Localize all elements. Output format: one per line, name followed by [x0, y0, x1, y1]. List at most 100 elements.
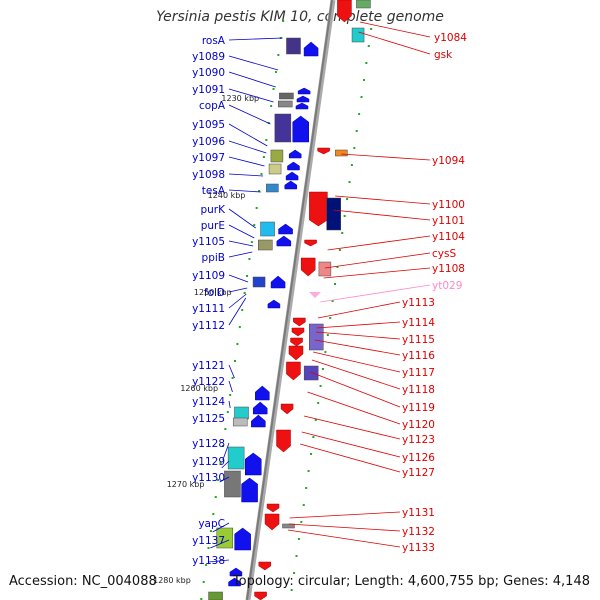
gene-label-rosA: rosA — [202, 35, 226, 47]
gene-block — [216, 527, 234, 549]
gene-label-y1131: y1131 — [402, 507, 435, 519]
scale-tick — [253, 224, 256, 226]
leader-line — [222, 442, 230, 461]
reverse-gene-arrow — [290, 337, 303, 347]
forward-gene-arrow — [229, 567, 243, 577]
forward-gene-arrow — [284, 180, 298, 190]
reverse-gene-arrow — [286, 361, 301, 381]
gene-block — [234, 406, 249, 420]
gene-label-y1127: y1127 — [402, 467, 435, 479]
reverse-gene-arrow — [300, 257, 316, 277]
scale-tick — [370, 28, 373, 30]
scale-tick — [270, 105, 273, 107]
gene-label-y1090: y1090 — [192, 67, 225, 79]
scale-tick — [302, 504, 305, 506]
forward-gene-arrow — [267, 299, 281, 309]
leader-line — [289, 511, 401, 519]
leader-line — [313, 351, 401, 373]
scale-tick — [343, 215, 346, 217]
forward-gene-arrow — [297, 87, 311, 95]
leader-line — [314, 339, 401, 356]
reverse-gene-arrow — [266, 503, 280, 513]
leader-line — [359, 21, 431, 38]
topology-text: Topology: circular; Length: 4,600,755 bp… — [232, 574, 590, 589]
gene-block — [278, 100, 293, 108]
scale-tick — [250, 241, 253, 243]
forward-gene-arrow — [288, 149, 302, 159]
scale-tick — [305, 487, 308, 489]
forward-gene-arrow — [287, 161, 300, 171]
forward-gene-arrow — [285, 171, 299, 181]
leader-line — [212, 522, 230, 533]
gene-label-y1122: y1122 — [192, 376, 225, 388]
reverse-gene-arrow — [276, 429, 291, 453]
gene-block — [279, 92, 294, 100]
forward-gene-arrow — [276, 235, 292, 247]
gene-block — [282, 523, 295, 529]
gene-label-y1119: y1119 — [402, 402, 435, 414]
reverse-gene-arrow — [254, 591, 267, 600]
genome-title: Yersinia pestis KIM 10, complete genome — [156, 9, 444, 25]
gene-label-yapC: yapC — [198, 518, 225, 530]
scale-tick — [226, 411, 229, 413]
reverse-gene-arrow — [264, 513, 280, 531]
leader-line — [301, 431, 401, 458]
gene-label-purK: purK — [200, 204, 226, 216]
scale-tick — [314, 419, 317, 421]
forward-gene-arrow — [303, 41, 319, 57]
leader-line — [228, 380, 233, 393]
gene-label-tesA: tesA — [202, 185, 226, 197]
gene-label-y1132: y1132 — [402, 526, 435, 538]
gene-label-y1091: y1091 — [192, 84, 225, 96]
gene-label-y1108: y1108 — [432, 263, 465, 275]
leader-line — [228, 208, 256, 229]
gene-block — [232, 417, 248, 427]
scale-tick — [238, 326, 241, 328]
gene-label-y1109: y1109 — [192, 270, 225, 282]
scale-tick — [202, 581, 205, 583]
scale-tick — [260, 173, 263, 175]
gene-label-y1118: y1118 — [402, 384, 435, 396]
leader-line — [228, 140, 267, 154]
reverse-gene-arrow — [291, 327, 305, 337]
leader-line — [228, 293, 247, 309]
scale-tick — [326, 334, 329, 336]
scale-tick — [293, 572, 296, 574]
forward-gene-arrow — [234, 527, 251, 551]
gene-block — [309, 323, 324, 351]
scale-tick — [338, 249, 341, 251]
gene-label-y1114: y1114 — [402, 317, 435, 329]
scale-tick — [324, 351, 327, 353]
scale-label: 1260 kbp — [180, 384, 218, 393]
gene-block — [303, 365, 319, 381]
gene-block — [356, 0, 371, 9]
leader-line — [324, 252, 431, 269]
leader-line — [228, 37, 283, 41]
scale-label: 1240 kbp — [208, 191, 246, 200]
leader-line — [228, 189, 261, 193]
gene-label-y1112: y1112 — [192, 320, 225, 332]
gene-label-y1128: y1128 — [192, 438, 225, 450]
scale-tick — [255, 207, 258, 209]
leader-line — [228, 173, 264, 177]
gene-block — [286, 37, 301, 55]
gene-label-y1120: y1120 — [402, 419, 435, 431]
gene-label-y1130: y1130 — [192, 472, 225, 484]
gene-label-y1101: y1101 — [432, 215, 465, 227]
gene-block — [351, 27, 365, 43]
scale-tick — [282, 20, 285, 22]
gene-label-copA: copA — [199, 100, 226, 112]
scale-tick — [272, 88, 275, 90]
reverse-gene-arrow — [258, 561, 272, 571]
gene-label-y1089: y1089 — [192, 51, 225, 63]
forward-gene-arrow — [270, 275, 286, 289]
scale-tick — [322, 368, 324, 370]
gene-label-y1124: y1124 — [192, 396, 225, 408]
leader-line — [228, 400, 231, 409]
gene-label-y1084: y1084 — [434, 32, 467, 44]
gene-label-y1116: y1116 — [402, 350, 435, 362]
leader-line — [341, 153, 431, 161]
leader-line — [315, 331, 401, 340]
reverse-gene-arrow — [337, 0, 352, 23]
